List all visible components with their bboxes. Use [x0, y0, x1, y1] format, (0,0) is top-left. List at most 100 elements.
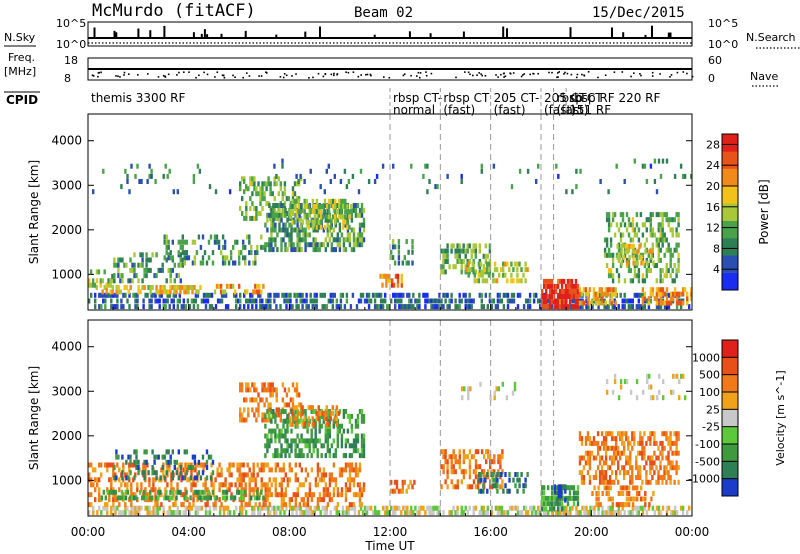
- heatmap-cell: [239, 510, 242, 516]
- heatmap-cell: [175, 495, 178, 501]
- heatmap-cell: [585, 510, 588, 516]
- heatmap-cell: [268, 502, 271, 508]
- heatmap-cell: [619, 450, 622, 456]
- heatmap-cell: [179, 465, 182, 470]
- heatmap-cell: [617, 304, 620, 310]
- heatmap-cell: [491, 469, 494, 475]
- heatmap-cell: [444, 298, 447, 304]
- heatmap-cell: [269, 387, 272, 393]
- heatmap-cell: [563, 510, 566, 516]
- heatmap-cell: [291, 505, 294, 511]
- heatmap-cell: [444, 479, 447, 485]
- nave-dot: [557, 76, 559, 78]
- heatmap-cell: [640, 260, 643, 266]
- heatmap-cell: [373, 179, 377, 184]
- heatmap-cell: [311, 209, 315, 215]
- heatmap-cell: [410, 163, 413, 169]
- heatmap-cell: [641, 510, 645, 516]
- heatmap-cell: [296, 232, 299, 238]
- heatmap-cell: [287, 387, 291, 393]
- heatmap-cell: [627, 247, 631, 253]
- heatmap-cell: [242, 495, 245, 501]
- heatmap-cell: [266, 482, 269, 488]
- heatmap-cell: [607, 247, 611, 253]
- nsky-tick-low: 10^0: [56, 38, 86, 51]
- heatmap-cell: [588, 460, 592, 466]
- heatmap-cell: [350, 209, 353, 215]
- heatmap-cell: [332, 492, 336, 498]
- heatmap-cell: [574, 490, 578, 496]
- heatmap-cell: [235, 505, 238, 511]
- heatmap-cell: [493, 469, 496, 475]
- heatmap-cell: [438, 292, 441, 298]
- nave-dot: [383, 76, 385, 78]
- heatmap-cell: [315, 198, 319, 204]
- heatmap-cell: [248, 497, 251, 503]
- heatmap-cell: [241, 387, 244, 393]
- heatmap-cell: [600, 296, 603, 302]
- heatmap-cell: [153, 459, 156, 465]
- heatmap-cell: [303, 214, 306, 220]
- heatmap-cell: [245, 510, 248, 516]
- heatmap-cell: [159, 267, 162, 273]
- heatmap-cell: [401, 260, 404, 266]
- heatmap-cell: [308, 232, 311, 238]
- heatmap-cell: [659, 304, 663, 310]
- heatmap-cell: [600, 291, 603, 297]
- heatmap-cell: [424, 304, 427, 310]
- heatmap-cell: [637, 292, 640, 298]
- heatmap-cell: [126, 179, 129, 184]
- heatmap-cell: [168, 505, 171, 511]
- heatmap-cell: [298, 482, 301, 488]
- heatmap-cell: [550, 278, 554, 284]
- heatmap-cell: [613, 304, 616, 310]
- heatmap-cell: [333, 505, 336, 511]
- heatmap-cell: [633, 292, 636, 298]
- heatmap-cell: [269, 382, 272, 388]
- heatmap-cell: [456, 248, 459, 254]
- heatmap-cell: [204, 502, 207, 508]
- heatmap-cell: [578, 291, 582, 297]
- heatmap-cell: [667, 455, 670, 461]
- heatmap-cell: [604, 479, 608, 485]
- heatmap-cell: [161, 262, 164, 268]
- heatmap-cell: [222, 505, 226, 511]
- heatmap-cell: [495, 386, 498, 392]
- heatmap-cell: [344, 492, 348, 498]
- heatmap-cell: [284, 222, 287, 228]
- heatmap-cell: [127, 278, 130, 284]
- heatmap-cell: [217, 283, 221, 289]
- heatmap-cell: [210, 482, 213, 488]
- heatmap-cell: [611, 304, 614, 310]
- heatmap-cell: [211, 470, 215, 476]
- heatmap-cell: [130, 505, 133, 511]
- heatmap-cell: [353, 505, 357, 511]
- heatmap-cell: [592, 455, 596, 461]
- heatmap-cell: [334, 482, 338, 488]
- heatmap-cell: [537, 510, 540, 516]
- heatmap-cell: [292, 247, 295, 253]
- heatmap-cell: [226, 304, 230, 310]
- heatmap-cell: [543, 299, 546, 305]
- heatmap-cell: [145, 495, 148, 501]
- heatmap-cell: [580, 440, 584, 446]
- heatmap-cell: [240, 477, 243, 483]
- heatmap-cell: [181, 239, 184, 245]
- heatmap-cell: [550, 283, 554, 289]
- heatmap-cell: [324, 433, 327, 439]
- heatmap-cell: [113, 273, 116, 279]
- heatmap-cell: [148, 298, 151, 304]
- heatmap-cell: [653, 470, 656, 476]
- heatmap-cell: [251, 292, 254, 298]
- heatmap-cell: [312, 237, 315, 243]
- heatmap-cell: [176, 298, 179, 304]
- heatmap-cell: [496, 488, 499, 494]
- heatmap-cell: [268, 203, 271, 208]
- heatmap-cell: [192, 298, 196, 304]
- heatmap-cell: [124, 168, 127, 174]
- heatmap-cell: [615, 450, 618, 456]
- heatmap-cell: [253, 181, 256, 187]
- heatmap-cell: [354, 418, 358, 424]
- heatmap-cell: [190, 472, 193, 478]
- heatmap-cell: [454, 298, 457, 304]
